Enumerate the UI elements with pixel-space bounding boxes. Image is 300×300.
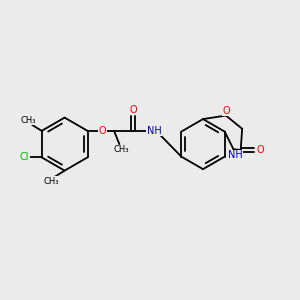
Text: NH: NH	[228, 150, 242, 160]
Text: O: O	[129, 105, 137, 115]
Text: CH₃: CH₃	[21, 116, 36, 125]
Text: Cl: Cl	[20, 152, 29, 162]
Text: CH₃: CH₃	[113, 146, 129, 154]
Text: O: O	[256, 145, 264, 155]
Text: NH: NH	[147, 126, 162, 136]
Text: O: O	[99, 126, 106, 136]
Text: CH₃: CH₃	[44, 177, 59, 186]
Text: O: O	[223, 106, 230, 116]
